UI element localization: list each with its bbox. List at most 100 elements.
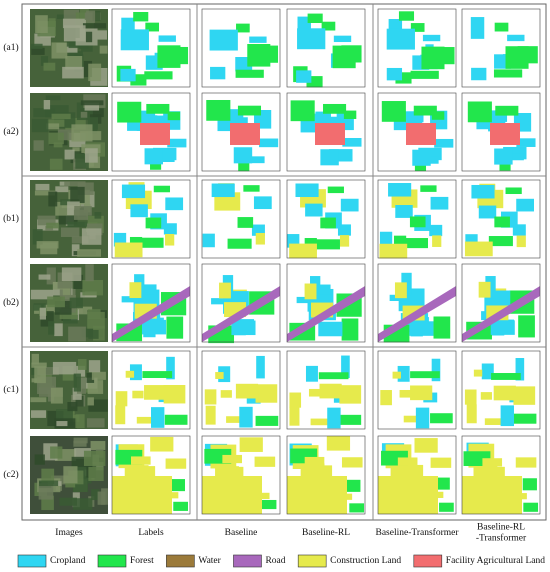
map-region [167, 111, 181, 121]
image-patch [33, 108, 56, 118]
tile-border [286, 8, 366, 88]
map-region [239, 406, 253, 428]
map-region [491, 373, 521, 380]
image-patch [32, 229, 43, 245]
map-region [494, 22, 509, 32]
image-patch [34, 366, 46, 384]
image-patch [83, 60, 93, 78]
image-patch [33, 303, 46, 311]
map-region [129, 364, 142, 381]
map-region [319, 383, 342, 399]
map-region [467, 101, 492, 123]
image-patch [91, 489, 100, 501]
image-patch [43, 100, 51, 110]
image-patch [63, 466, 78, 484]
image-patch [34, 454, 45, 465]
map-region [433, 316, 451, 339]
map-region [115, 391, 128, 407]
map-region [422, 34, 441, 42]
image-patch [45, 225, 54, 231]
map-region [466, 404, 477, 424]
image-patch [74, 448, 92, 459]
map-region [493, 385, 516, 401]
map-region [255, 232, 265, 245]
image-patch [47, 119, 65, 127]
map-region [305, 365, 318, 382]
image-patch [51, 42, 68, 59]
tile-border [461, 435, 541, 515]
map-region [337, 224, 351, 236]
image-patch [30, 397, 47, 403]
map-region [488, 236, 513, 247]
image-patch [49, 158, 63, 170]
map-region [254, 456, 276, 467]
map-region [164, 414, 188, 425]
map-region [261, 499, 277, 510]
map-region [231, 320, 256, 336]
map-region [239, 437, 263, 452]
map-region [340, 198, 359, 212]
map-region [349, 503, 365, 513]
tile-border [111, 435, 191, 515]
tile [286, 179, 366, 259]
image-patch [39, 307, 46, 320]
map-region [125, 370, 135, 378]
map-region [290, 100, 315, 122]
map-region [516, 235, 526, 248]
map-region [395, 72, 412, 84]
map-region [259, 138, 279, 148]
image-patch [92, 461, 104, 471]
map-region [410, 385, 433, 401]
map-region [398, 11, 415, 21]
row-label: (c2) [3, 469, 18, 480]
map-region [392, 371, 401, 379]
row-label: (a1) [3, 42, 18, 53]
map-region [507, 34, 525, 42]
image-patch [65, 55, 83, 70]
tile-border [377, 92, 457, 172]
image-patch [67, 221, 88, 228]
tile [201, 92, 281, 172]
map-region [255, 415, 279, 426]
image-patch [75, 414, 85, 429]
map-region [321, 21, 336, 31]
tile-border [111, 92, 191, 172]
map-region [490, 123, 520, 145]
map-region [170, 479, 185, 492]
map-region [518, 390, 530, 404]
tile [461, 8, 541, 88]
image-patch [62, 18, 86, 29]
image-patch [83, 450, 106, 466]
map-region [158, 35, 176, 42]
map-region [222, 454, 243, 464]
map-region [341, 355, 350, 379]
image-patch [84, 102, 100, 111]
image-patch [85, 264, 94, 282]
tile [30, 264, 108, 342]
map-region [120, 29, 149, 51]
image-patch [46, 267, 56, 285]
image-patch [77, 359, 87, 370]
image-patch [68, 326, 86, 342]
image-patch [33, 140, 44, 151]
map-region [215, 372, 224, 379]
tile [377, 8, 457, 88]
map-region [339, 235, 350, 247]
image-patch [82, 279, 104, 296]
map-region [211, 183, 235, 198]
map-region [120, 68, 136, 82]
map-region [202, 233, 215, 248]
image-patch [64, 149, 75, 160]
image-patch [53, 142, 63, 148]
map-region [227, 238, 252, 249]
map-region [236, 23, 250, 33]
image-patch [69, 297, 83, 309]
map-region [211, 298, 229, 305]
tile-border [377, 179, 457, 259]
image-patch [67, 401, 78, 412]
image-patch [48, 132, 64, 145]
image-patch [54, 323, 63, 337]
map-region [304, 456, 325, 466]
image-patch [36, 241, 59, 249]
